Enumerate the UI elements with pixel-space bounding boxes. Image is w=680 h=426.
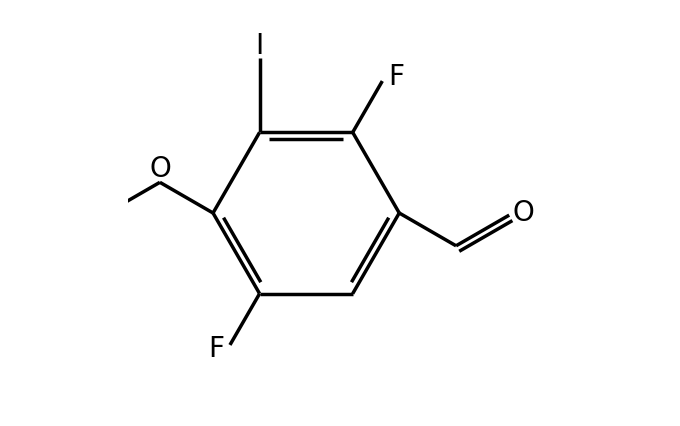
- Text: F: F: [388, 63, 404, 91]
- Text: O: O: [149, 155, 171, 183]
- Text: F: F: [208, 335, 224, 363]
- Text: I: I: [256, 32, 264, 60]
- Text: O: O: [512, 199, 534, 227]
